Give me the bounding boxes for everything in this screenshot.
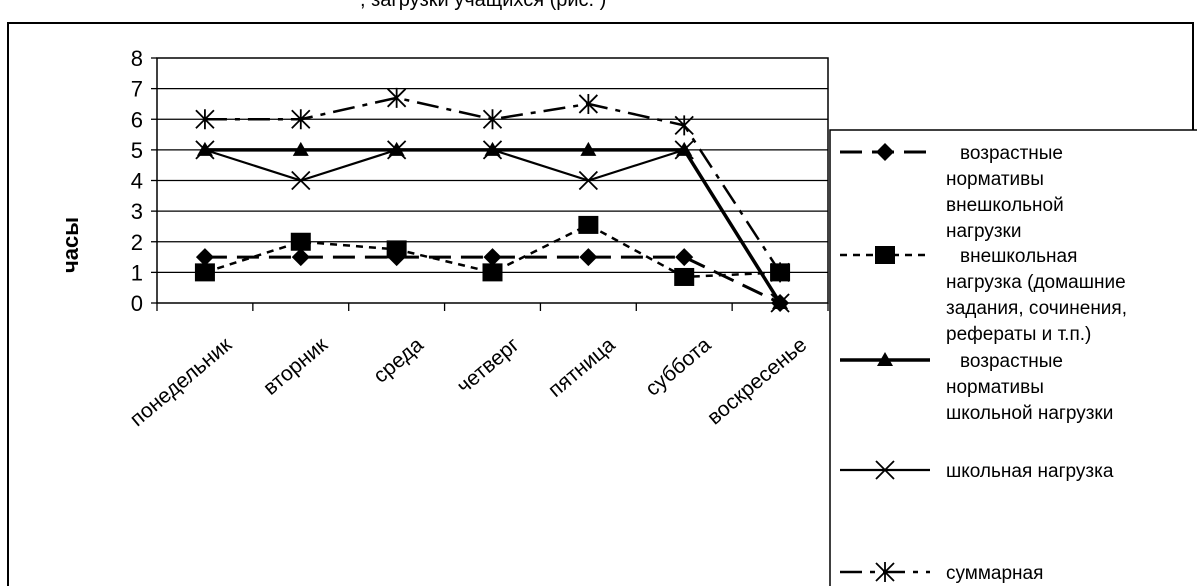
- point-school_load: [291, 170, 311, 191]
- x-axis: понедельник вторник среда четверг пятница суб…: [126, 303, 829, 431]
- x-tick-label: среда: [369, 333, 428, 388]
- point-extra_load: [578, 215, 599, 234]
- legend-box: [829, 129, 1197, 586]
- point-extra_load: [386, 240, 407, 259]
- point-age_norm_school: [292, 141, 309, 156]
- legend-label: внешкольной: [946, 195, 1064, 216]
- point-total: [770, 262, 790, 283]
- x-tick-label: воскресенье: [703, 333, 811, 429]
- point-age_norm_school: [580, 141, 597, 156]
- caption-fragment: , загрузки учащихся (рис. ): [360, 0, 606, 11]
- point-school_load: [770, 293, 790, 313]
- legend-label: нагрузка (домашние: [946, 272, 1126, 293]
- point-school_load: [195, 140, 215, 160]
- legend: возрастные нормативы внешкольной нагрузки вн…: [840, 143, 1127, 584]
- y-tick-label: 5: [131, 138, 143, 163]
- legend-marker-school_load: [875, 460, 895, 480]
- x-tick-label: вторник: [259, 333, 333, 400]
- series-group: [194, 87, 791, 313]
- legend-label: нормативы: [946, 169, 1044, 190]
- y-tick-label: 8: [131, 46, 143, 71]
- y-tick-label: 4: [131, 169, 143, 194]
- legend-label: возрастные: [960, 143, 1063, 164]
- y-tick-label: 7: [131, 77, 143, 102]
- legend-label: внешкольная: [960, 246, 1077, 267]
- point-total: [674, 115, 694, 136]
- point-total: [387, 87, 407, 108]
- y-tick-label: 3: [131, 199, 143, 224]
- legend-label: нормативы: [946, 377, 1044, 398]
- legend-marker-extra_load: [875, 246, 895, 264]
- legend-label: суммарная: [946, 563, 1043, 584]
- point-extra_load: [482, 263, 503, 282]
- point-age_norm_extra: [291, 248, 310, 267]
- x-tick-label: четверг: [453, 333, 524, 398]
- point-school_load: [482, 140, 503, 160]
- point-school_load: [387, 140, 407, 160]
- y-tick-label: 2: [131, 230, 143, 255]
- point-age_norm_extra: [675, 248, 694, 267]
- legend-label: задания, сочинения,: [946, 298, 1127, 319]
- legend-label: рефераты и т.п.): [946, 324, 1091, 345]
- legend-marker-age_norm_school: [877, 352, 893, 366]
- point-total: [195, 109, 215, 130]
- x-tick-label: пятница: [544, 333, 620, 402]
- x-tick-label: понедельник: [126, 333, 237, 431]
- point-extra_load: [194, 263, 215, 282]
- y-axis: 0 1 2 3 4 5 6 7 8: [131, 46, 157, 316]
- point-total: [291, 109, 311, 130]
- point-total: [482, 109, 503, 130]
- legend-marker-age_norm_extra: [876, 143, 894, 161]
- y-tick-label: 6: [131, 107, 143, 132]
- legend-marker-total: [875, 562, 895, 582]
- point-school_load: [578, 170, 598, 191]
- point-age_norm_extra: [195, 248, 214, 267]
- y-tick-label: 1: [131, 260, 143, 285]
- legend-label: школьная нагрузка: [946, 461, 1114, 482]
- legend-label: возрастные: [960, 351, 1063, 372]
- point-total: [578, 93, 598, 114]
- legend-label: нагрузки: [946, 221, 1021, 242]
- legend-label: школьной нагрузки: [946, 403, 1113, 424]
- point-school_load: [674, 140, 694, 160]
- x-tick-label: суббота: [641, 333, 715, 401]
- y-axis-label: часы: [58, 217, 83, 273]
- point-age_norm_extra: [579, 248, 598, 267]
- point-extra_load: [290, 232, 311, 251]
- point-age_norm_extra: [483, 248, 502, 267]
- point-extra_load: [674, 267, 695, 286]
- y-tick-label: 0: [131, 291, 143, 316]
